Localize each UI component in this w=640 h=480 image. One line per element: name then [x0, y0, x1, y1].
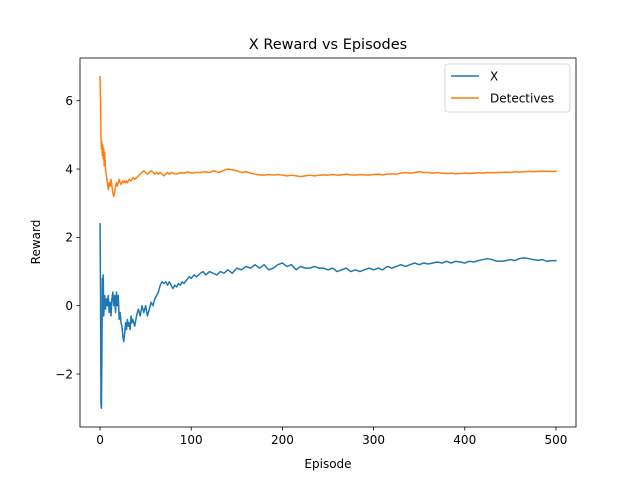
y-tick-label: −2	[55, 367, 73, 381]
x-tick-label: 300	[362, 433, 385, 447]
y-axis-label: Reward	[29, 220, 43, 265]
y-axis-ticks: −2 0 2 4 6	[55, 94, 80, 381]
x-axis-ticks: 0 100 200 300 400 500	[96, 427, 567, 447]
series-line-x	[99, 222, 557, 409]
x-tick-label: 400	[453, 433, 476, 447]
plot-area	[79, 57, 577, 428]
series-layer	[99, 76, 557, 409]
x-tick-label: 100	[180, 433, 203, 447]
legend-label-detectives: Detectives	[490, 91, 554, 105]
legend: X Detectives	[444, 63, 571, 113]
chart-title: X Reward vs Episodes	[249, 37, 407, 53]
y-tick-label: 4	[65, 162, 73, 176]
x-tick-label: 0	[96, 433, 104, 447]
y-tick-label: 2	[65, 231, 73, 245]
y-tick-label: 6	[65, 94, 73, 108]
x-tick-label: 200	[271, 433, 294, 447]
series-line-detectives	[99, 76, 557, 198]
x-axis-label: Episode	[304, 457, 351, 471]
x-tick-label: 500	[544, 433, 567, 447]
legend-label-x: X	[490, 69, 498, 83]
axes-background	[80, 58, 576, 427]
axes-frame	[79, 57, 577, 428]
y-tick-label: 0	[65, 299, 73, 313]
